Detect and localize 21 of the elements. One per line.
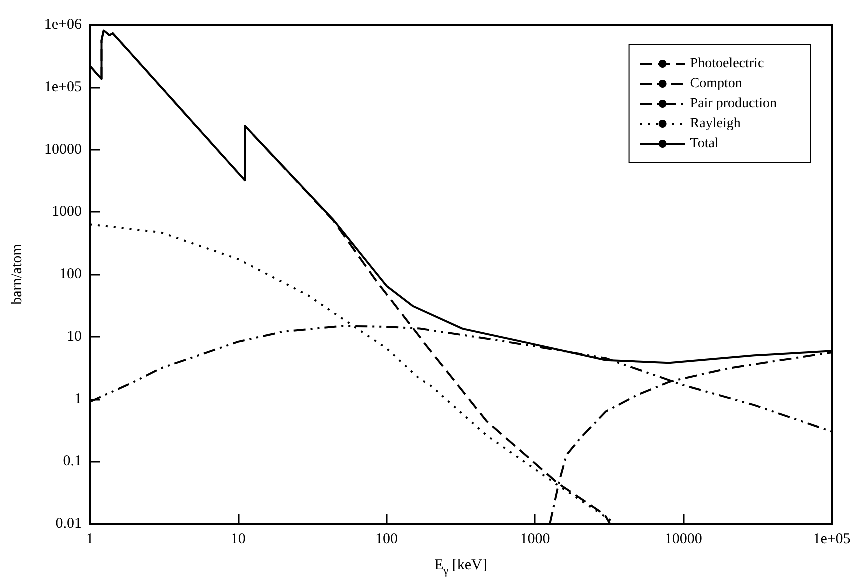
legend-label: Rayleigh (690, 116, 741, 132)
x-tick-label: 1 (86, 532, 94, 548)
y-tick-label: 0.1 (63, 454, 82, 470)
legend-label: Total (690, 136, 719, 152)
y-tick-label: 1e+06 (44, 17, 82, 33)
x-tick-label: 10 (230, 532, 246, 548)
y-axis-title: barn/atom (10, 244, 26, 305)
y-tick-label: 10000 (44, 142, 82, 158)
y-tick-label: 1000 (52, 204, 82, 220)
y-tick-label: 1e+05 (44, 79, 82, 96)
y-tick-label: 1 (74, 391, 82, 408)
x-tick-label: 1000 (520, 532, 550, 548)
x-tick-label: 1e+05 (813, 532, 851, 548)
legend-label: Photoelectric (690, 56, 764, 72)
x-tick-label: 100 (376, 532, 398, 548)
legend-label: Compton (690, 76, 742, 92)
y-tick-label: 0.01 (56, 516, 82, 532)
y-tick-label: 100 (60, 266, 82, 282)
x-tick-label: 10000 (664, 532, 702, 548)
legend-label: Pair production (690, 96, 778, 112)
y-tick-label: 10 (67, 328, 82, 345)
